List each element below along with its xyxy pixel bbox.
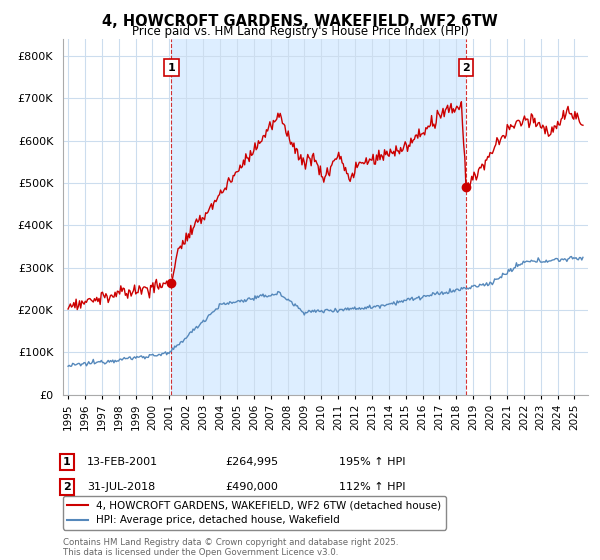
Text: £490,000: £490,000 bbox=[225, 482, 278, 492]
Text: Contains HM Land Registry data © Crown copyright and database right 2025.
This d: Contains HM Land Registry data © Crown c… bbox=[63, 538, 398, 557]
Text: 1: 1 bbox=[167, 63, 175, 73]
Text: 31-JUL-2018: 31-JUL-2018 bbox=[87, 482, 155, 492]
Text: Price paid vs. HM Land Registry's House Price Index (HPI): Price paid vs. HM Land Registry's House … bbox=[131, 25, 469, 38]
Text: 13-FEB-2001: 13-FEB-2001 bbox=[87, 457, 158, 467]
Legend: 4, HOWCROFT GARDENS, WAKEFIELD, WF2 6TW (detached house), HPI: Average price, de: 4, HOWCROFT GARDENS, WAKEFIELD, WF2 6TW … bbox=[63, 496, 446, 530]
Text: 2: 2 bbox=[63, 482, 71, 492]
Text: £264,995: £264,995 bbox=[225, 457, 278, 467]
Text: 2: 2 bbox=[462, 63, 470, 73]
Text: 1: 1 bbox=[63, 457, 71, 467]
Bar bbox=[172, 39, 466, 395]
Text: 112% ↑ HPI: 112% ↑ HPI bbox=[339, 482, 406, 492]
Text: 195% ↑ HPI: 195% ↑ HPI bbox=[339, 457, 406, 467]
Text: 4, HOWCROFT GARDENS, WAKEFIELD, WF2 6TW: 4, HOWCROFT GARDENS, WAKEFIELD, WF2 6TW bbox=[102, 14, 498, 29]
